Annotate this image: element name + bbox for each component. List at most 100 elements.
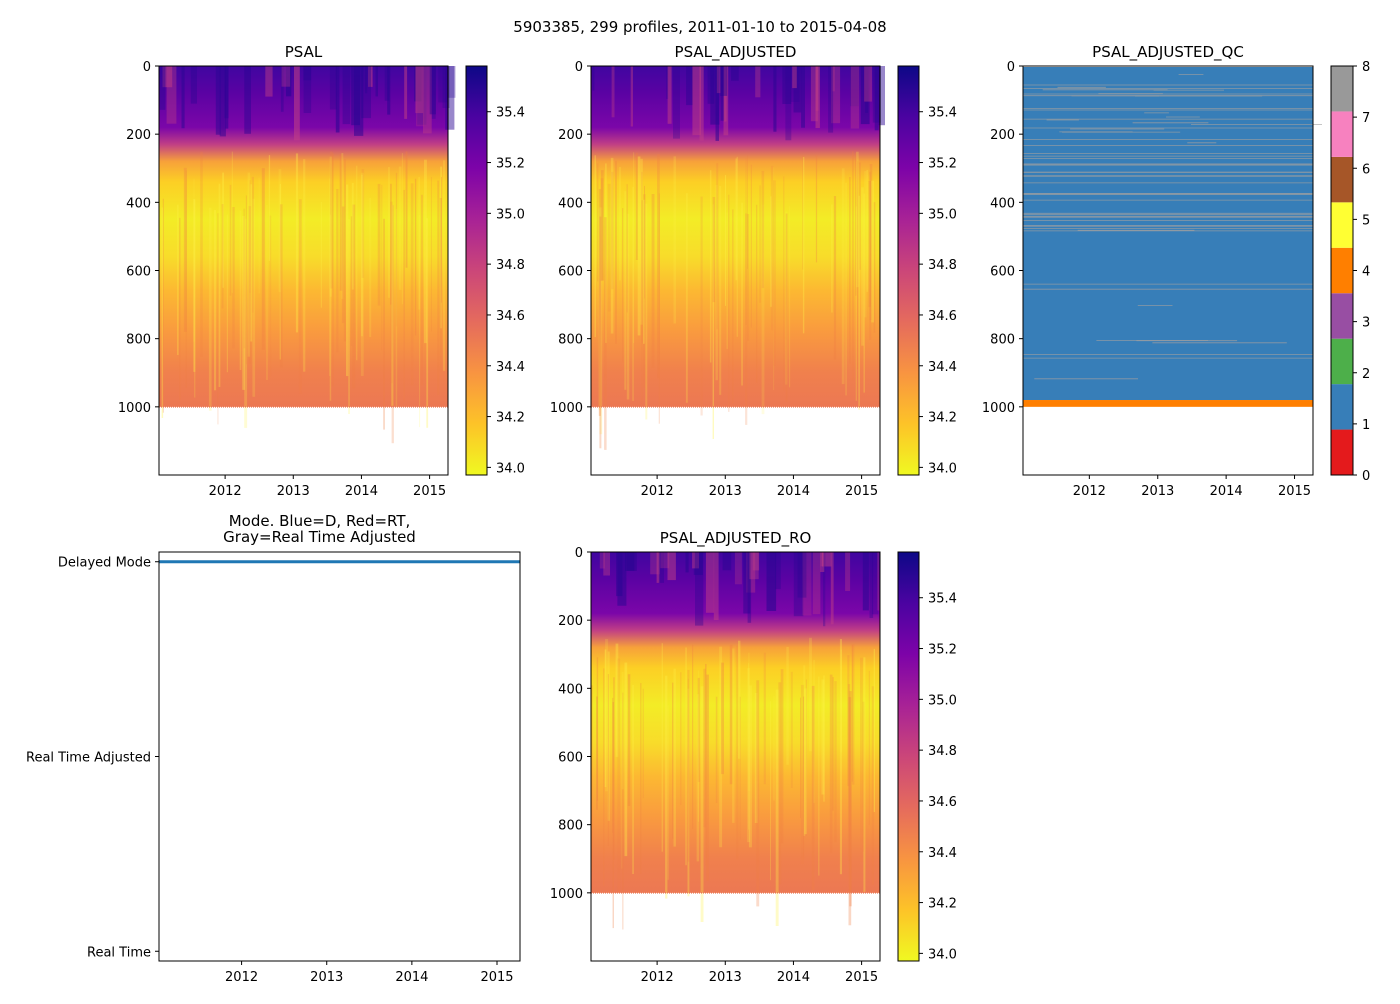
salinity-streak [851,645,853,782]
salinity-streak [785,211,788,385]
salinity-streak [437,180,440,395]
salinity-streak [269,215,272,377]
salinity-streak [849,691,852,907]
salinity-streak [869,171,872,340]
colorbar-tick-label: 1 [1362,418,1370,433]
salinity-streak [626,213,630,400]
salinity-streak [644,185,645,299]
salinity-streak [329,214,332,401]
salinity-streak [833,196,837,360]
y-tick-label: 0 [1007,60,1015,75]
salinity-streak [597,163,599,282]
salinity-surface-patch [384,66,390,101]
salinity-streak [862,701,865,852]
salinity-streak [388,167,390,298]
salinity-surface-patch [404,66,408,119]
salinity-streak [841,168,845,385]
salinity-streak [381,184,383,351]
y-tick-label: 200 [558,128,583,143]
salinity-streak [226,214,228,373]
salinity-streak [747,214,750,341]
salinity-surface-patch [603,552,610,576]
salinity-streak [194,199,196,398]
salinity-streak [829,674,833,854]
salinity-surface-patch [828,66,834,133]
x-tick-label: 2012 [209,484,242,499]
salinity-streak [177,204,179,355]
salinity-streak [873,202,876,333]
salinity-streak [594,155,596,338]
salinity-streak [811,685,815,891]
salinity-streak [790,671,793,788]
salinity-streak [232,207,235,349]
salinity-streak [605,639,609,792]
salinity-streak [848,697,852,926]
salinity-streak [266,205,268,380]
y-tick-label: 200 [126,128,151,143]
qc-colorbar-segment [1331,66,1353,112]
salinity-streak [627,674,631,806]
salinity-streak [261,168,265,350]
y-tick-label: 0 [575,60,583,75]
salinity-streak [635,152,638,260]
salinity-streak [773,167,775,391]
y-tick-label: 1000 [550,887,583,902]
salinity-surface-patch [850,66,859,107]
salinity-streak [861,187,864,346]
salinity-surface-patch [872,66,881,123]
salinity-streak [329,178,331,376]
x-tick-label: 2012 [225,970,258,985]
salinity-streak [745,213,748,425]
y-tick-label: 800 [558,819,583,834]
salinity-streak [603,668,605,887]
salinity-streak [698,670,699,822]
salinity-streak [598,208,601,410]
salinity-streak [770,196,773,307]
salinity-streak [849,177,851,364]
salinity-surface-patch [625,552,635,571]
salinity-streak [222,172,224,288]
salinity-streak [859,162,861,270]
salinity-streak [673,668,676,847]
salinity-streak [759,185,761,303]
salinity-surface-patch [303,66,312,81]
y-tick-label: 800 [126,333,151,348]
salinity-streak [761,204,765,415]
qc-colorbar-segment [1331,156,1353,203]
salinity-streak [369,197,372,338]
salinity-streak [873,648,875,812]
salinity-streak [245,195,247,365]
salinity-streak [641,200,643,343]
salinity-surface-patch [657,552,664,583]
x-tick-label: 2015 [1278,484,1311,499]
colorbar-tick-label: 35.2 [496,157,525,172]
salinity-streak [610,157,614,334]
salinity-streak [687,678,689,881]
salinity-streak [279,183,281,360]
salinity-streak [607,674,609,846]
salinity-streak [785,213,788,402]
x-tick-label: 2014 [777,484,810,499]
salinity-streak [756,680,760,907]
y-tick-label: 600 [126,265,151,280]
salinity-streak [715,696,718,803]
salinity-surface-patch [368,66,373,87]
colorbar-tick-label: 35.4 [928,106,957,121]
salinity-surface-patch [865,66,869,113]
salinity-surface-patch [845,552,851,591]
salinity-streak [863,657,866,892]
salinity-streak [786,646,789,765]
salinity-surface-patch [416,66,424,127]
salinity-streak [847,655,850,787]
salinity-streak [295,153,299,333]
y-tick-label: 200 [558,614,583,629]
salinity-streak [815,155,818,263]
salinity-surface-patch [752,552,760,571]
qc-colorbar-segment [1331,293,1353,339]
salinity-surface-patch [611,66,615,118]
colorbar-tick-label: 35.4 [928,592,957,607]
salinity-surface-patch [616,552,623,597]
salinity-streak [250,184,253,342]
salinity-streak [346,184,349,377]
salinity-streak [642,688,644,799]
